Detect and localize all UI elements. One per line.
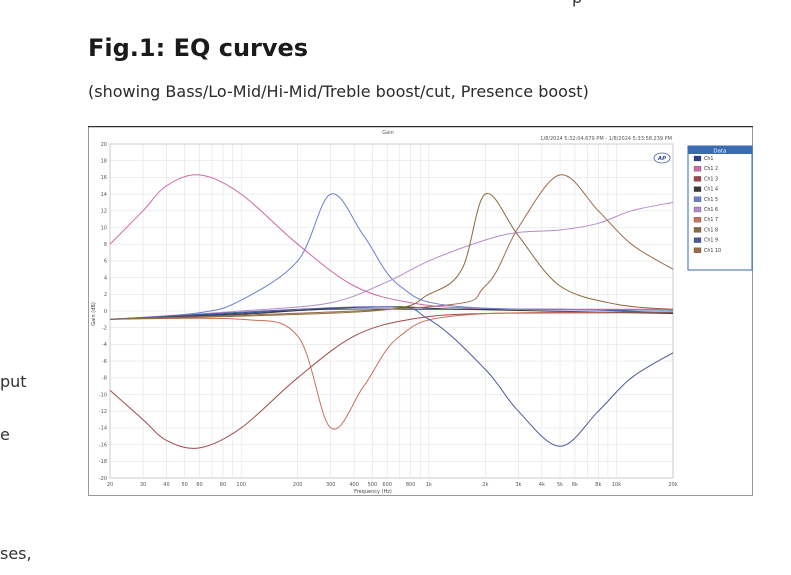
legend-swatch xyxy=(693,247,702,253)
y-tick-label: 18 xyxy=(101,159,107,165)
legend-swatch xyxy=(693,176,702,182)
y-tick-label: -16 xyxy=(99,442,107,448)
legend-swatch xyxy=(693,196,702,202)
eq-chart-svg: Gain 1/8/2024 5:32:04.679 PM - 1/8/2024 … xyxy=(88,125,753,496)
legend-swatch xyxy=(693,237,702,243)
y-tick-label: -6 xyxy=(102,359,107,365)
x-tick-label: 30 xyxy=(140,482,146,488)
x-tick-label: 400 xyxy=(349,482,359,488)
x-tick-label: 3k xyxy=(515,482,521,488)
x-tick-label: 8k xyxy=(595,482,601,488)
legend-label: Ch1 6 xyxy=(704,207,718,213)
x-tick-label: 600 xyxy=(382,482,392,488)
series-line-7 xyxy=(109,311,674,430)
series-line-6 xyxy=(109,201,674,320)
y-tick-label: -20 xyxy=(99,476,107,482)
top-fragment: p xyxy=(572,0,582,7)
y-tick-label: -14 xyxy=(99,426,107,432)
legend-swatch xyxy=(693,206,702,213)
x-tick-label: 4k xyxy=(539,482,545,488)
y-tick-label: -18 xyxy=(99,459,107,465)
axis-layer: 20181614121086420-2-4-6-8-10-12-14-16-18… xyxy=(99,142,678,488)
x-axis-label: Frequency (Hz) xyxy=(354,489,392,495)
grid-layer xyxy=(109,143,674,479)
ap-logo-icon xyxy=(653,152,671,164)
left-fragment-2: e xyxy=(0,425,10,444)
y-tick-label: 2 xyxy=(104,292,107,298)
figure-title: Fig.1: EQ curves xyxy=(88,34,309,62)
y-tick-label: 16 xyxy=(101,175,107,181)
legend-label: Ch1 2 xyxy=(704,166,718,172)
x-tick-label: 40 xyxy=(163,482,169,488)
left-fragment-3: ses, xyxy=(0,544,32,563)
y-tick-label: 8 xyxy=(104,242,107,248)
legend-swatch xyxy=(693,155,702,162)
y-tick-label: -4 xyxy=(102,342,107,348)
legend-swatch xyxy=(693,166,702,172)
y-tick-label: -12 xyxy=(99,409,107,415)
ap-logo-badge: AP xyxy=(653,152,671,164)
x-tick-label: 10k xyxy=(612,482,621,488)
y-tick-label: 10 xyxy=(101,225,107,231)
y-tick-label: -10 xyxy=(99,392,107,398)
y-tick-label: 4 xyxy=(104,275,107,281)
left-fragment-1: put xyxy=(0,372,27,391)
x-tick-label: 60 xyxy=(196,482,202,488)
legend-header-bar xyxy=(688,146,752,154)
x-tick-label: 2k xyxy=(482,482,488,488)
y-tick-label: 0 xyxy=(104,309,107,315)
legend-label: Ch1 5 xyxy=(704,197,718,203)
x-tick-label: 80 xyxy=(220,482,226,488)
figure-caption: (showing Bass/Lo-Mid/Hi-Mid/Treble boost… xyxy=(88,82,589,101)
chart-timestamp: 1/8/2024 5:32:04.679 PM - 1/8/2024 5:33:… xyxy=(540,136,672,142)
legend-label: Ch1 xyxy=(704,156,713,162)
legend-label: Ch1 8 xyxy=(704,227,718,233)
series-line-5 xyxy=(109,193,674,320)
y-tick-label: 14 xyxy=(101,192,107,198)
series-line-10 xyxy=(109,174,674,320)
x-tick-label: 6k xyxy=(572,482,578,488)
legend-items: Ch1 Ch1 2 Ch1 3 Ch1 4 Ch1 5 Ch1 6 Ch1 7 Ch1 8 Ch… xyxy=(693,155,721,254)
legend-swatch xyxy=(693,227,702,233)
y-tick-label: -8 xyxy=(102,376,107,382)
x-tick-label: 1k xyxy=(426,482,432,488)
x-tick-label: 500 xyxy=(368,482,378,488)
x-tick-label: 20 xyxy=(107,482,113,488)
x-tick-label: 50 xyxy=(181,482,187,488)
legend-label: Ch1 9 xyxy=(704,238,718,244)
series-line-8 xyxy=(109,193,674,320)
eq-chart: Gain 1/8/2024 5:32:04.679 PM - 1/8/2024 … xyxy=(88,125,753,496)
legend-swatch xyxy=(693,186,702,192)
x-tick-label: 20k xyxy=(668,482,677,488)
legend-label: Ch1 4 xyxy=(704,187,718,193)
x-tick-label: 300 xyxy=(326,482,336,488)
legend-title: Data xyxy=(713,149,726,155)
y-tick-label: -2 xyxy=(102,326,107,332)
x-tick-label: 100 xyxy=(236,482,246,488)
chart-title: Gain xyxy=(382,130,394,136)
x-tick-label: 800 xyxy=(406,482,416,488)
legend-label: Ch1 7 xyxy=(704,217,718,223)
legend-label: Ch1 10 xyxy=(704,248,721,254)
y-axis-label: Gain (dB) xyxy=(91,302,97,326)
y-tick-label: 12 xyxy=(101,209,107,215)
legend-swatch xyxy=(693,217,702,223)
series-layer xyxy=(109,174,674,449)
x-tick-label: 5k xyxy=(557,482,563,488)
ap-logo-text: AP xyxy=(657,156,666,162)
legend-label: Ch1 3 xyxy=(704,176,718,182)
plot-area xyxy=(109,143,674,479)
y-tick-label: 6 xyxy=(104,259,107,265)
x-tick-label: 200 xyxy=(293,482,303,488)
series-line-9 xyxy=(109,306,674,447)
y-tick-label: 20 xyxy=(101,142,107,148)
